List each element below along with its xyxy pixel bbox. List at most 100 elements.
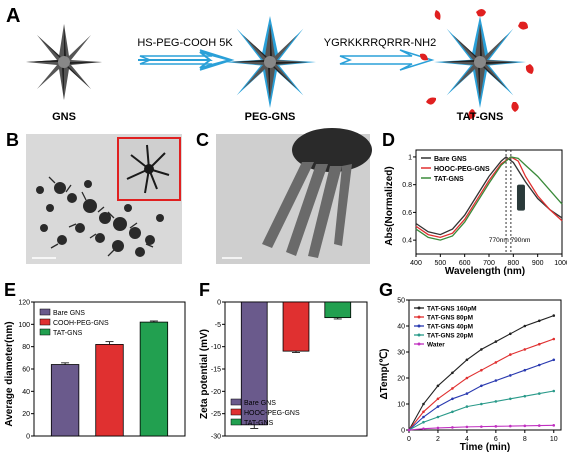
series-line xyxy=(415,156,563,236)
data-point xyxy=(523,368,527,372)
data-point xyxy=(494,340,498,343)
legend-swatch xyxy=(39,318,51,326)
data-point xyxy=(523,394,527,398)
data-point xyxy=(537,363,541,367)
x-tick-label: 4 xyxy=(465,436,469,443)
y-tick-label: 30 xyxy=(397,350,405,357)
legend-label: TAT-GNS xyxy=(434,176,464,183)
data-point xyxy=(509,397,512,401)
legend-label: TAT-GNS xyxy=(244,420,274,427)
data-point xyxy=(509,353,512,356)
y-axis-label: Abs(Normalized) xyxy=(384,166,395,245)
x-tick-label: 900 xyxy=(532,260,544,267)
legend-marker xyxy=(417,315,421,319)
x-axis-label: Wavelength (nm) xyxy=(445,266,525,277)
y-tick-label: 20 xyxy=(22,411,30,418)
legend-label: COOH-PEG-GNS xyxy=(53,320,109,327)
data-point xyxy=(509,424,512,428)
data-point xyxy=(436,426,440,430)
data-point xyxy=(436,415,440,419)
y-tick-label: 100 xyxy=(18,322,30,329)
series-line xyxy=(415,156,563,239)
panel-letter-d: D xyxy=(382,130,395,150)
y-tick-label: -30 xyxy=(211,434,221,441)
legend-swatch xyxy=(230,418,242,426)
data-point xyxy=(537,319,541,323)
gns-particle xyxy=(26,24,102,100)
data-point xyxy=(480,425,483,428)
data-point xyxy=(552,358,556,362)
panel-a: A GNS HS-PEG-COOH 5K PEG-GNS YGRKKRRQRRR… xyxy=(0,0,567,128)
data-point xyxy=(465,425,469,429)
legend-label: HOOC-PEG-GNS xyxy=(434,166,490,173)
x-tick-label: 700 xyxy=(483,260,495,267)
arrow-2-icon xyxy=(339,49,435,71)
y-tick-label: 40 xyxy=(397,324,405,331)
legend-label: Bare GNS xyxy=(244,400,276,407)
y-tick-label: 50 xyxy=(397,298,405,305)
data-point xyxy=(552,337,556,341)
legend-label: HOOC-PEG-GNS xyxy=(244,410,300,417)
legend-swatch xyxy=(230,408,242,416)
peg-gns-particle xyxy=(224,16,316,108)
y-tick-label: 0.4 xyxy=(402,238,412,245)
y-tick-label: 120 xyxy=(18,300,30,307)
x-tick-label: 2 xyxy=(436,436,440,443)
panel-f: F Zeta potential (mV) -30 -25 -20 -15 -10 -5 0… xyxy=(195,278,375,455)
data-point xyxy=(436,384,440,388)
data-point xyxy=(537,424,541,427)
panel-letter-b: B xyxy=(6,130,19,150)
chart-g: G ΔTemp(℃) Time (min) 0 2 4 6 8 10 0 10 20 30 40 50… xyxy=(379,280,562,453)
step1-label: HS-PEG-COOH 5K xyxy=(137,37,233,49)
data-point xyxy=(480,402,483,406)
y-tick-label: 60 xyxy=(22,367,30,374)
legend-swatch xyxy=(39,328,51,336)
step2-label: YGRKKRRQRRR-NH2 xyxy=(324,37,436,49)
data-point xyxy=(451,426,454,429)
legend-label: TAT-GNS xyxy=(53,330,83,337)
data-point xyxy=(480,368,483,372)
panel-d: D Abs(Normalized) Wavelength (nm) 400 500… xyxy=(380,128,567,278)
x-axis-label: Time (min) xyxy=(460,442,510,453)
data-point xyxy=(451,410,454,414)
series-line xyxy=(415,156,563,241)
panel-letter-e: E xyxy=(4,280,16,300)
data-point xyxy=(537,392,541,395)
y-tick-label: -10 xyxy=(211,344,221,351)
y-tick-label: -20 xyxy=(211,389,221,396)
chart-f: F Zeta potential (mV) -30 -25 -20 -15 -10 -5 0… xyxy=(199,280,368,441)
series-line xyxy=(408,390,554,431)
panel-b: B xyxy=(0,128,190,268)
panel-e: E Average diameter(nm) 0 20 40 60 80 100 120 Ba… xyxy=(0,278,195,455)
y-tick-label: 80 xyxy=(22,344,30,351)
y-tick-label: 0.6 xyxy=(402,210,412,217)
data-point xyxy=(422,415,425,419)
legend-marker xyxy=(417,342,421,346)
data-point xyxy=(494,400,498,403)
data-point xyxy=(451,387,454,390)
data-point xyxy=(523,424,527,428)
tem-image-b: B xyxy=(6,130,182,264)
data-point xyxy=(436,405,440,408)
y-tick-label: 10 xyxy=(397,402,405,409)
data-point xyxy=(494,361,498,364)
panel-letter-c: C xyxy=(196,130,209,150)
x-tick-label: 600 xyxy=(459,260,471,267)
bar xyxy=(282,301,310,352)
legend-swatch xyxy=(230,398,242,406)
data-point xyxy=(465,376,469,380)
data-point xyxy=(509,374,512,377)
vial-icon xyxy=(516,184,525,211)
data-point xyxy=(422,402,425,406)
bar xyxy=(324,301,352,319)
chart-e: E Average diameter(nm) 0 20 40 60 80 100 120 Ba… xyxy=(4,280,186,441)
data-point xyxy=(509,332,512,336)
series-line xyxy=(408,338,554,431)
legend-label: TAT-GNS 40pM xyxy=(427,324,473,331)
x-tick-label: 8 xyxy=(523,436,527,443)
legend-swatch xyxy=(39,308,51,316)
data-point xyxy=(552,424,556,427)
bar xyxy=(95,344,124,437)
data-point xyxy=(494,425,498,428)
panel-letter-f: F xyxy=(199,280,210,300)
